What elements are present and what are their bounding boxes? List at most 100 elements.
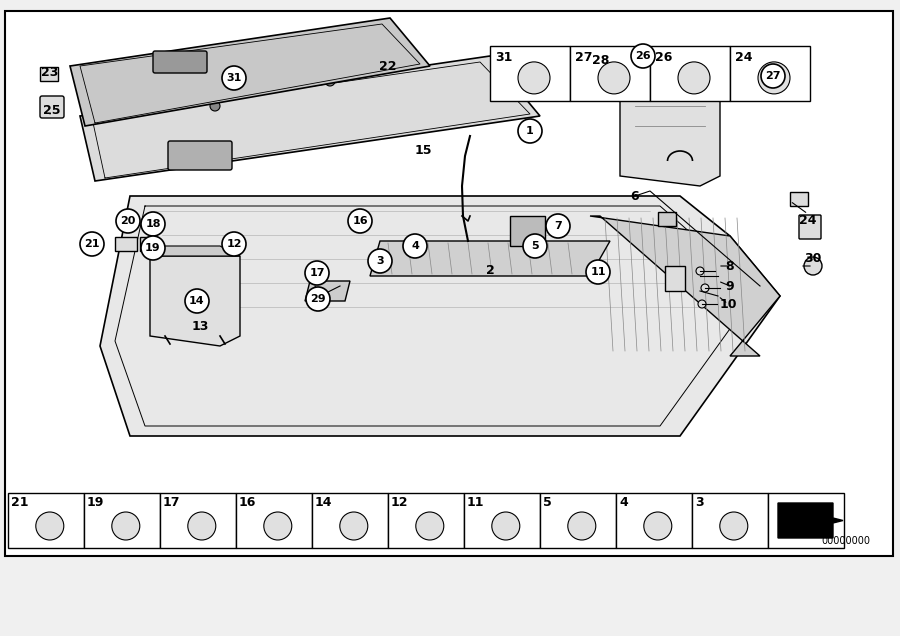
Text: 31: 31 bbox=[495, 51, 512, 64]
Circle shape bbox=[340, 512, 368, 540]
Text: 4: 4 bbox=[411, 241, 418, 251]
Polygon shape bbox=[100, 196, 780, 436]
Bar bbox=[768, 493, 844, 548]
Text: 25: 25 bbox=[43, 104, 61, 118]
Circle shape bbox=[36, 512, 64, 540]
Circle shape bbox=[188, 512, 216, 540]
FancyBboxPatch shape bbox=[40, 96, 64, 118]
Polygon shape bbox=[620, 101, 720, 186]
Bar bbox=[464, 493, 540, 548]
Text: 6: 6 bbox=[631, 190, 639, 202]
Circle shape bbox=[222, 66, 246, 90]
Text: 12: 12 bbox=[391, 496, 409, 509]
Circle shape bbox=[368, 249, 392, 273]
Circle shape bbox=[568, 512, 596, 540]
Text: 22: 22 bbox=[379, 60, 397, 73]
Bar bbox=[115, 237, 137, 251]
Circle shape bbox=[210, 101, 220, 111]
Text: 7: 7 bbox=[554, 221, 562, 231]
Text: 27: 27 bbox=[575, 51, 592, 64]
Circle shape bbox=[80, 232, 104, 256]
Text: 24: 24 bbox=[799, 214, 817, 228]
Bar bbox=[658, 212, 676, 226]
Circle shape bbox=[761, 64, 785, 88]
Circle shape bbox=[305, 261, 329, 285]
Bar bbox=[8, 493, 84, 548]
Polygon shape bbox=[305, 281, 350, 301]
Text: 23: 23 bbox=[41, 67, 58, 80]
Text: 9: 9 bbox=[725, 279, 734, 293]
Circle shape bbox=[696, 267, 704, 275]
Bar bbox=[510, 216, 545, 246]
Bar bbox=[490, 46, 570, 101]
Circle shape bbox=[644, 512, 671, 540]
Text: 11: 11 bbox=[467, 496, 484, 509]
Circle shape bbox=[116, 209, 140, 233]
Text: 29: 29 bbox=[310, 294, 326, 304]
Polygon shape bbox=[590, 216, 780, 356]
Text: 2: 2 bbox=[486, 265, 494, 277]
Bar bbox=[540, 493, 616, 548]
Text: 11: 11 bbox=[590, 267, 606, 277]
Bar bbox=[312, 493, 388, 548]
Text: 18: 18 bbox=[145, 219, 161, 229]
Circle shape bbox=[348, 209, 372, 233]
Polygon shape bbox=[80, 56, 540, 181]
Text: 19: 19 bbox=[87, 496, 104, 509]
Text: 15: 15 bbox=[414, 144, 432, 158]
Text: 1: 1 bbox=[526, 126, 534, 136]
Text: 13: 13 bbox=[192, 319, 209, 333]
Text: 16: 16 bbox=[352, 216, 368, 226]
Bar bbox=[140, 237, 158, 251]
Text: 17: 17 bbox=[310, 268, 325, 278]
Text: 3: 3 bbox=[695, 496, 704, 509]
Circle shape bbox=[264, 512, 292, 540]
Bar bbox=[84, 493, 160, 548]
Circle shape bbox=[141, 212, 165, 236]
Circle shape bbox=[804, 257, 822, 275]
Text: 4: 4 bbox=[619, 496, 628, 509]
Text: 14: 14 bbox=[315, 496, 332, 509]
Bar bbox=[388, 493, 464, 548]
Text: 12: 12 bbox=[226, 239, 242, 249]
Bar bbox=[570, 46, 650, 101]
Bar bbox=[730, 46, 810, 101]
Bar bbox=[236, 493, 312, 548]
Bar bbox=[692, 493, 768, 548]
Circle shape bbox=[185, 289, 209, 313]
FancyBboxPatch shape bbox=[168, 141, 232, 170]
Circle shape bbox=[523, 234, 547, 258]
Text: 26: 26 bbox=[635, 51, 651, 61]
Text: 27: 27 bbox=[765, 71, 781, 81]
Circle shape bbox=[306, 287, 330, 311]
Bar bbox=[5, 11, 893, 556]
FancyBboxPatch shape bbox=[153, 51, 207, 73]
Circle shape bbox=[491, 512, 520, 540]
Text: 20: 20 bbox=[121, 216, 136, 226]
Circle shape bbox=[416, 512, 444, 540]
Circle shape bbox=[403, 234, 427, 258]
Circle shape bbox=[546, 214, 570, 238]
Circle shape bbox=[758, 62, 790, 94]
Text: 00000000: 00000000 bbox=[821, 536, 870, 546]
Bar bbox=[790, 192, 808, 206]
Bar bbox=[665, 266, 685, 291]
Bar bbox=[650, 46, 730, 101]
Text: 3: 3 bbox=[376, 256, 383, 266]
Text: 14: 14 bbox=[189, 296, 205, 306]
Text: 19: 19 bbox=[145, 243, 161, 253]
Text: 21: 21 bbox=[85, 239, 100, 249]
Circle shape bbox=[141, 236, 165, 260]
Text: 8: 8 bbox=[725, 259, 734, 272]
Bar bbox=[40, 67, 58, 81]
Circle shape bbox=[586, 260, 610, 284]
Text: 16: 16 bbox=[239, 496, 256, 509]
Polygon shape bbox=[370, 241, 610, 276]
Polygon shape bbox=[70, 18, 430, 126]
Circle shape bbox=[325, 76, 335, 86]
Circle shape bbox=[518, 119, 542, 143]
Bar bbox=[160, 493, 236, 548]
Text: 31: 31 bbox=[226, 73, 242, 83]
Circle shape bbox=[698, 300, 706, 308]
Polygon shape bbox=[615, 91, 720, 101]
